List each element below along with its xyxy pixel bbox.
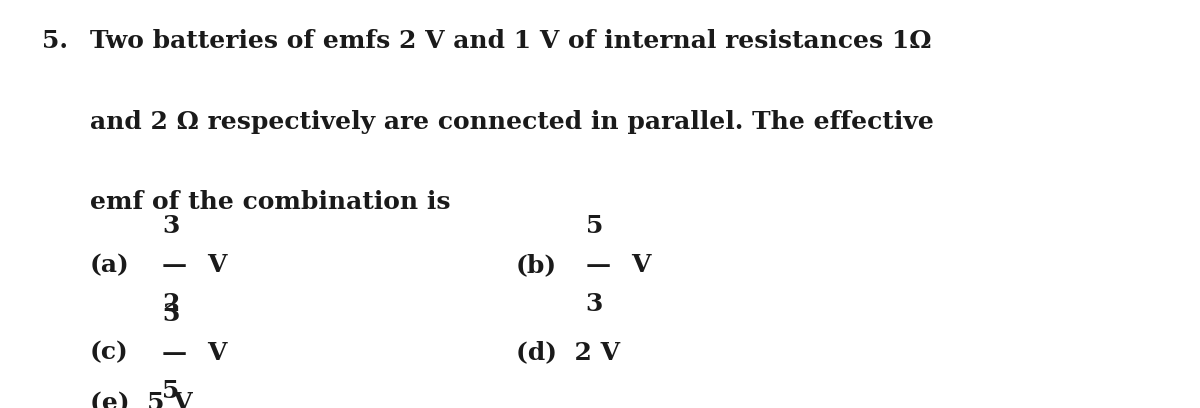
- Text: 5.: 5.: [42, 29, 68, 53]
- Text: (b): (b): [516, 253, 557, 277]
- Text: V: V: [208, 341, 227, 365]
- Text: (a): (a): [90, 253, 130, 277]
- Text: 3: 3: [162, 214, 179, 238]
- Text: 5: 5: [162, 379, 179, 404]
- Text: 3: 3: [586, 292, 602, 316]
- Text: —: —: [162, 253, 187, 277]
- Text: (c): (c): [90, 341, 128, 365]
- Text: 2: 2: [162, 292, 179, 316]
- Text: (e)  5 V: (e) 5 V: [90, 392, 193, 408]
- Text: V: V: [208, 253, 227, 277]
- Text: 5: 5: [586, 214, 602, 238]
- Text: V: V: [631, 253, 650, 277]
- Text: and 2 Ω respectively are connected in parallel. The effective: and 2 Ω respectively are connected in pa…: [90, 110, 934, 134]
- Text: —: —: [162, 341, 187, 365]
- Text: 3: 3: [162, 302, 179, 326]
- Text: Two batteries of emfs 2 V and 1 V of internal resistances 1Ω: Two batteries of emfs 2 V and 1 V of int…: [90, 29, 931, 53]
- Text: (d)  2 V: (d) 2 V: [516, 341, 620, 365]
- Text: —: —: [586, 253, 611, 277]
- Text: emf of the combination is: emf of the combination is: [90, 190, 450, 214]
